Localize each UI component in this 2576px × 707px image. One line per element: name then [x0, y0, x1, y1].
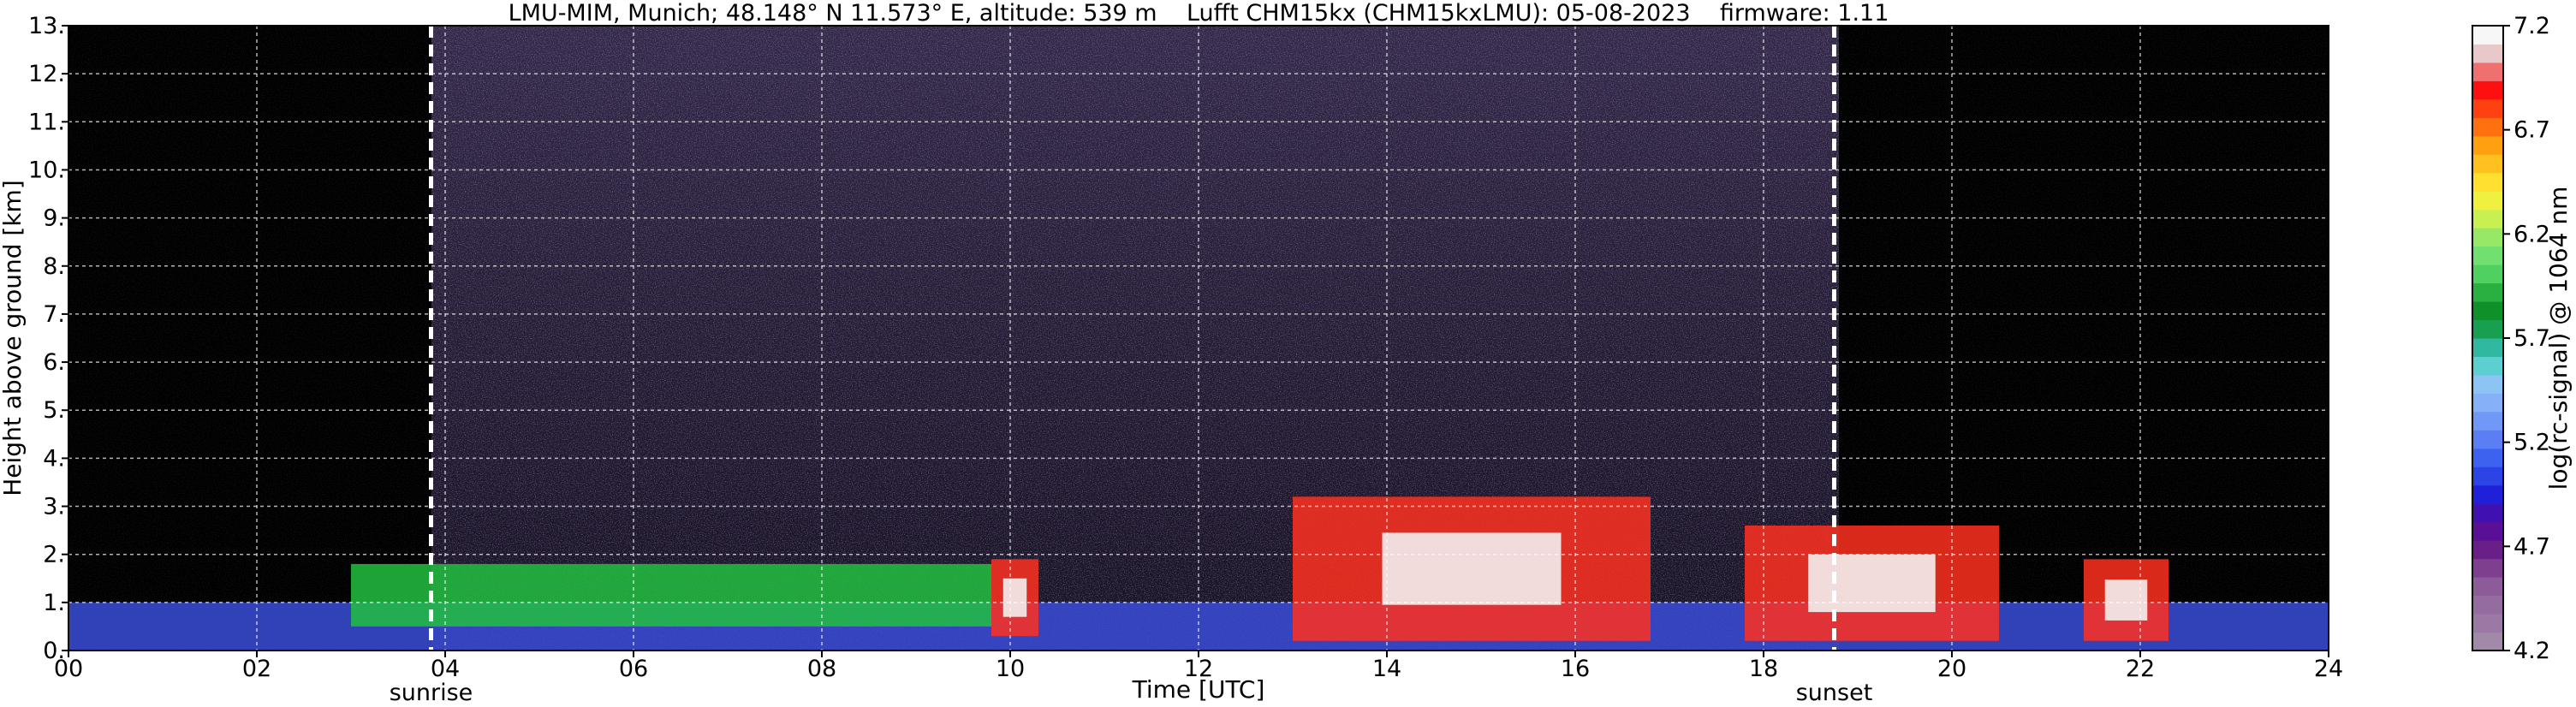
cloud-core [2104, 579, 2148, 621]
colorbar-swatch [2472, 466, 2503, 486]
colorbar-swatch [2472, 301, 2503, 321]
colorbar-swatch [2472, 430, 2503, 449]
y-tick-label: 7. [43, 301, 65, 328]
x-tick-label: 20 [1937, 656, 1966, 682]
x-tick-label: 16 [1561, 656, 1590, 682]
x-tick-label: 12 [1184, 656, 1213, 682]
sunrise-label: sunrise [390, 680, 473, 706]
x-tick-label: 18 [1749, 656, 1778, 682]
colorbar-swatch [2472, 209, 2503, 229]
y-tick-label: 1. [43, 590, 65, 616]
y-tick-label: 2. [43, 542, 65, 568]
colorbar-tick-label: 7.2 [2514, 13, 2550, 39]
backscatter-layer [351, 563, 991, 627]
y-tick-label: 8. [43, 253, 65, 280]
colorbar-swatch [2472, 521, 2503, 541]
cloud-core [1382, 532, 1562, 605]
colorbar-swatch [2472, 135, 2503, 155]
colorbar-swatch [2472, 154, 2503, 174]
cloud-core [1808, 554, 1936, 613]
x-axis-label: Time [UTC] [1132, 675, 1265, 704]
grid-lines [68, 26, 2329, 651]
x-tick-label: 00 [54, 656, 83, 682]
colorbar-swatch [2472, 632, 2503, 651]
x-tick-label: 08 [807, 656, 836, 682]
colorbar-swatch [2472, 80, 2503, 100]
x-tick-label: 06 [619, 656, 648, 682]
colorbar-swatch [2472, 577, 2503, 597]
chart-title: LMU-MIM, Munich; 48.148° N 11.573° E, al… [509, 0, 1889, 27]
y-tick-label: 5. [43, 397, 65, 424]
colorbar-swatch [2472, 614, 2503, 633]
colorbar-tick-label: 6.2 [2514, 221, 2550, 247]
y-axis-label: Height above ground [km] [0, 180, 27, 496]
y-tick-label: 0. [43, 638, 65, 664]
colorbar-swatch [2472, 503, 2503, 523]
night-noise-texture-left [68, 26, 431, 651]
colorbar-label: log(rc-signal) @ 1064 nm [2544, 187, 2573, 490]
y-tick-label: 12. [28, 61, 65, 87]
colorbar-swatch [2472, 393, 2503, 413]
x-tick-label: 14 [1372, 656, 1401, 682]
colorbar-swatch [2472, 117, 2503, 137]
x-axis: 00 02 04 06 08 10 12 14 16 18 20 22 24 [54, 651, 2343, 682]
colorbar-tick-label: 4.7 [2514, 533, 2550, 560]
cloud-core [1002, 578, 1027, 617]
colorbar-tick-label: 4.2 [2514, 638, 2550, 664]
colorbar-swatch [2472, 595, 2503, 615]
plot-area [68, 26, 2329, 651]
y-tick-label: 13. [28, 13, 65, 39]
y-tick-label: 6. [43, 349, 65, 376]
colorbar-tick-label: 5.7 [2514, 325, 2550, 352]
colorbar-swatch [2472, 246, 2503, 265]
x-tick-label: 22 [2126, 656, 2155, 682]
colorbar-swatch [2472, 228, 2503, 247]
colorbar-swatch [2472, 356, 2503, 376]
y-tick-label: 3. [43, 494, 65, 520]
x-tick-label: 24 [2314, 656, 2343, 682]
colorbar: 4.2 4.7 5.2 5.7 6.2 6.7 7.2 [2472, 13, 2550, 664]
y-axis: 0. 1. 2. 3. 4. 5. 6. 7. 8. 9. 10. 11. 12. 13. [28, 13, 68, 664]
colorbar-swatch [2472, 191, 2503, 211]
colorbar-swatch [2472, 98, 2503, 118]
colorbar-swatch [2472, 282, 2503, 302]
colorbar-swatch [2472, 558, 2503, 578]
colorbar-swatch [2472, 26, 2503, 45]
colorbar-swatch [2472, 338, 2503, 357]
y-tick-label: 4. [43, 445, 65, 472]
sun-marker-labels: sunrise sunset [390, 680, 1873, 706]
colorbar-swatch [2472, 484, 2503, 504]
y-tick-label: 10. [28, 157, 65, 183]
x-tick-label: 02 [242, 656, 271, 682]
sun-markers [429, 26, 1836, 651]
colorbar-swatch [2472, 411, 2503, 431]
colorbar-tick-label: 6.7 [2514, 117, 2550, 144]
colorbar-swatch [2472, 44, 2503, 63]
colorbar-swatch [2472, 540, 2503, 560]
y-tick-label: 11. [28, 109, 65, 135]
x-tick-label: 10 [996, 656, 1025, 682]
colorbar-tick-label: 5.2 [2514, 430, 2550, 456]
x-tick-label: 04 [431, 656, 460, 682]
colorbar-swatch [2472, 319, 2503, 339]
colorbar-swatch [2472, 264, 2503, 284]
y-tick-label: 9. [43, 205, 65, 232]
colorbar-swatch [2472, 62, 2503, 81]
sunset-label: sunset [1796, 680, 1873, 706]
colorbar-swatch [2472, 448, 2503, 467]
colorbar-swatch [2472, 374, 2503, 394]
colorbar-swatch [2472, 172, 2503, 192]
